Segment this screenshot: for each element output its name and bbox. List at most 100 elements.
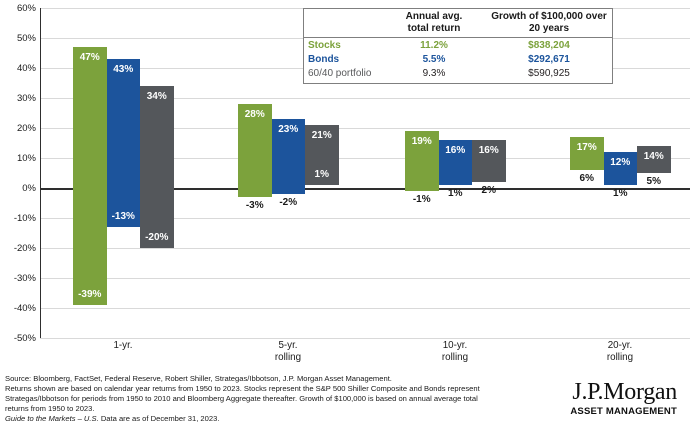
bar-min-label-bonds-20-yr: 1% <box>613 188 628 199</box>
legend-row-annual-return: 9.3% <box>422 68 446 79</box>
bar-min-label-stocks-1-yr: -39% <box>78 289 102 300</box>
bar-min-label-60-40-portfolio-10-yr: 2% <box>481 185 496 196</box>
legend-header-annual-return-line1: Annual avg. <box>405 11 463 22</box>
jpmorgan-logo: J.P.Morgan ASSET MANAGEMENT <box>570 379 677 418</box>
legend-row-growth: $292,671 <box>528 54 570 65</box>
x-axis-category-line1: 20-yr. <box>607 340 633 351</box>
legend-row-annual-return: 5.5% <box>422 54 446 65</box>
y-axis-tick-label: -40% <box>13 302 36 314</box>
x-axis-category-label-5-yr: 5-yr. rolling <box>243 340 333 363</box>
y-axis-tick-label: 10% <box>16 152 36 164</box>
bar-max-label-bonds-20-yr: 12% <box>610 157 631 168</box>
returns-range-chart: 60% 50% 40% 30% 20% 10% 0% -10% -20% -30% -40% -50%… <box>13 2 690 363</box>
bar-min-label-bonds-1-yr: -13% <box>111 211 135 222</box>
jpmorgan-brand-text: J.P.Morgan <box>572 379 677 405</box>
bar-max-label-bonds-1-yr: 43% <box>113 64 134 75</box>
y-axis-tick-label: -20% <box>13 242 36 254</box>
y-axis-tick-label: 20% <box>16 122 36 134</box>
gridline <box>40 218 690 219</box>
legend-header-growth-line2: 20 years <box>528 23 570 34</box>
legend-header-annual-return-line2: total return <box>407 23 461 34</box>
bar-60-40-portfolio-20-yr <box>637 146 671 173</box>
y-axis-tick-label: 60% <box>16 2 36 14</box>
bar-stocks-10-yr <box>405 131 439 191</box>
bar-60-40-portfolio-1-yr <box>140 86 174 248</box>
bar-min-label-stocks-10-yr: -1% <box>412 194 431 205</box>
legend-row-stocks: Stocks 11.2% $838,204 <box>304 39 612 53</box>
x-axis-category-label-20-yr: 20-yr. rolling <box>575 340 665 363</box>
y-axis-line <box>40 8 42 338</box>
x-axis-category-line2: rolling <box>606 351 634 363</box>
legend-row-label: Bonds <box>308 54 340 65</box>
gridline <box>40 278 690 279</box>
bar-60-40-portfolio-5-yr <box>305 125 339 185</box>
legend-row-bonds: Bonds 5.5% $292,671 <box>304 53 612 67</box>
bar-stocks-5-yr <box>238 104 272 197</box>
gridline <box>40 248 690 249</box>
legend-table: Annual avg. total return Growth of $100,… <box>303 8 613 84</box>
asset-management-text: ASSET MANAGEMENT <box>570 406 677 417</box>
bar-stocks-20-yr <box>570 137 604 170</box>
gtm-title-italic: Guide to the Markets – U.S. <box>5 413 99 423</box>
footnote-source-line: Source: Bloomberg, FactSet, Federal Rese… <box>5 374 392 383</box>
legend-table-header: Annual avg. total return Growth of $100,… <box>304 9 612 38</box>
bar-max-label-stocks-5-yr: 28% <box>244 109 265 120</box>
y-axis-tick-label: 50% <box>16 32 36 44</box>
bar-max-label-60-40-portfolio-20-yr: 14% <box>643 151 664 162</box>
legend-header-blank <box>304 11 382 35</box>
bar-min-label-60-40-portfolio-1-yr: -20% <box>145 232 169 243</box>
bar-max-label-60-40-portfolio-5-yr: 21% <box>311 130 332 141</box>
footnote-gtm-line: Guide to the Markets – U.S. Data are as … <box>5 414 553 424</box>
bar-max-label-60-40-portfolio-10-yr: 16% <box>478 145 499 156</box>
bar-bonds-20-yr <box>603 152 637 185</box>
bar-max-label-60-40-portfolio-1-yr: 34% <box>146 91 167 102</box>
legend-row-growth: $590,925 <box>528 68 570 79</box>
bar-min-label-bonds-5-yr: -2% <box>279 197 298 208</box>
legend-row-60-40-portfolio: 60/40 portfolio 9.3% $590,925 <box>304 67 612 81</box>
y-axis-tick-label: 30% <box>16 92 36 104</box>
legend-header-growth-line1: Growth of $100,000 over <box>491 11 607 22</box>
bar-min-label-stocks-5-yr: -3% <box>245 200 264 211</box>
legend-row-label: 60/40 portfolio <box>308 68 372 79</box>
bar-60-40-portfolio-10-yr <box>472 140 506 182</box>
legend-row-annual-return: 11.2% <box>420 40 448 51</box>
footnote-returns-line2: Strategas/Ibbotson for periods from 1950… <box>5 393 478 403</box>
y-axis-tick-label: -50% <box>13 332 36 344</box>
legend-table-rows: Stocks 11.2% $838,204 Bonds 5.5% $292,671 60/4… <box>304 38 612 83</box>
source-footnote: Source: Bloomberg, FactSet, Federal Rese… <box>5 374 553 424</box>
bar-min-label-stocks-20-yr: 6% <box>579 173 594 184</box>
bar-bonds-1-yr <box>106 59 140 227</box>
bar-bonds-10-yr <box>438 140 472 185</box>
bar-min-label-bonds-10-yr: 1% <box>448 188 463 199</box>
zero-baseline <box>40 188 690 190</box>
x-axis-category-line1: 10-yr. <box>442 340 468 351</box>
bar-max-label-stocks-10-yr: 19% <box>411 136 432 147</box>
bar-stocks-1-yr <box>73 47 107 305</box>
x-axis-category-label-10-yr: 10-yr. rolling <box>410 340 500 363</box>
bar-bonds-5-yr <box>271 119 305 194</box>
gridline <box>40 98 690 99</box>
gridline <box>40 308 690 309</box>
bar-max-label-bonds-10-yr: 16% <box>445 145 466 156</box>
x-axis-category-line1: 1-yr. <box>113 340 133 351</box>
footnote-returns-line3: returns from 1950 to 2023. <box>5 403 95 413</box>
bar-max-label-stocks-1-yr: 47% <box>79 52 100 63</box>
bar-min-label-60-40-portfolio-5-yr: 1% <box>314 169 329 180</box>
bar-min-label-60-40-portfolio-20-yr: 5% <box>646 176 661 187</box>
x-axis-category-line2: rolling <box>441 351 469 363</box>
x-axis-category-label-1-yr: 1-yr. <box>78 340 168 352</box>
gridline <box>40 338 690 339</box>
bar-max-label-bonds-5-yr: 23% <box>278 124 299 135</box>
gtm-date-text: Data are as of December 31, 2023. <box>98 413 220 423</box>
legend-header-growth: Growth of $100,000 over 20 years <box>486 11 612 35</box>
gridline <box>40 158 690 159</box>
legend-header-annual-return: Annual avg. total return <box>382 11 486 35</box>
y-axis-tick-label: -10% <box>13 212 36 224</box>
legend-row-label: Stocks <box>308 40 341 51</box>
footnote-returns-line1: Returns shown are based on calendar year… <box>5 383 480 393</box>
x-axis-category-line1: 5-yr. <box>278 340 298 351</box>
x-axis-category-line2: rolling <box>274 351 302 363</box>
legend-row-growth: $838,204 <box>528 40 570 51</box>
y-axis-tick-label: 40% <box>16 62 36 74</box>
